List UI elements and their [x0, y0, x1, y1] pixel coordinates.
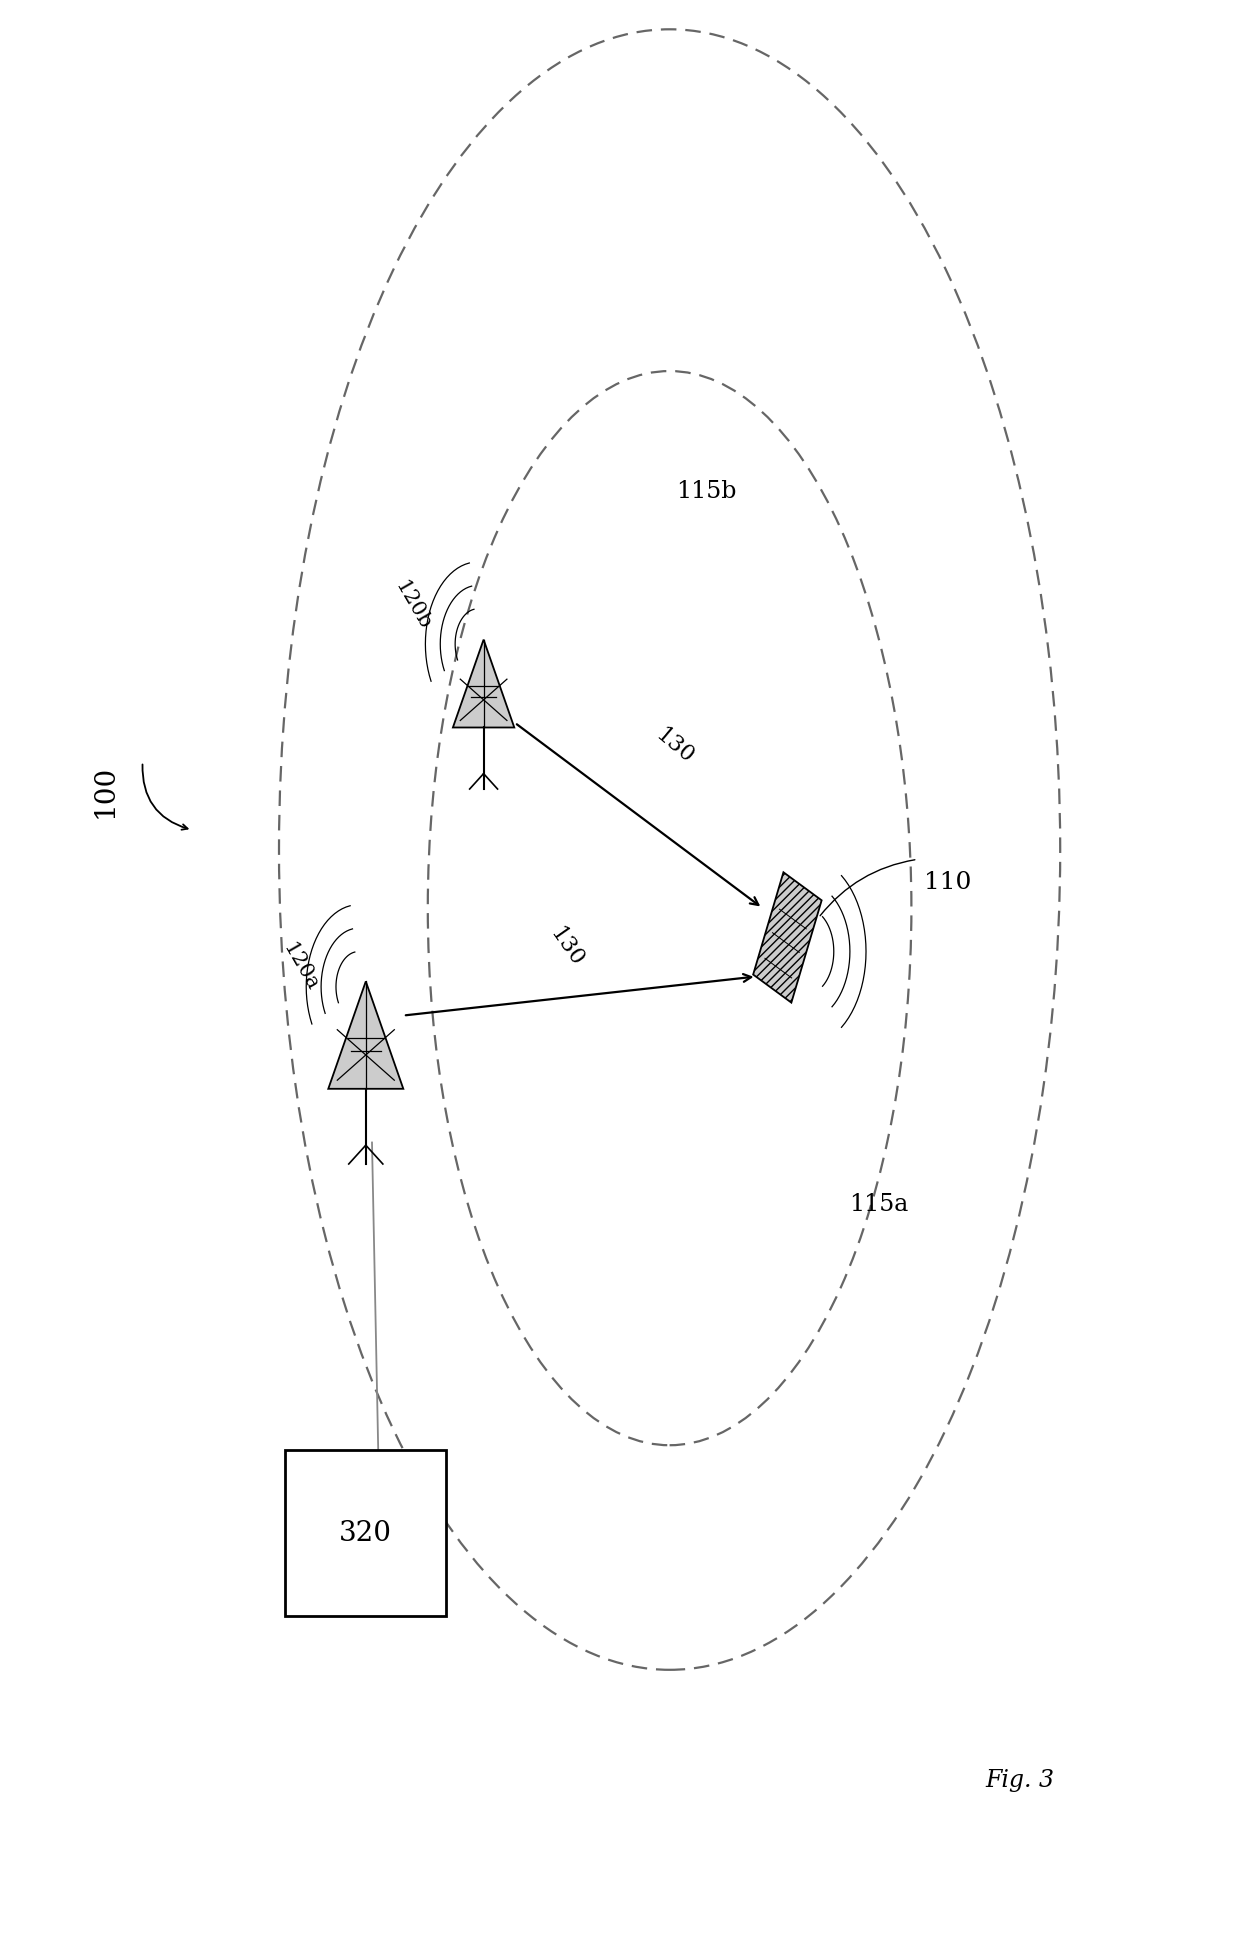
Text: 115b: 115b [676, 480, 737, 504]
Polygon shape [329, 980, 403, 1090]
Text: 110: 110 [924, 871, 971, 894]
Text: 130: 130 [651, 725, 698, 768]
Text: 120b: 120b [391, 578, 434, 633]
Text: Fig. 3: Fig. 3 [986, 1769, 1055, 1793]
Text: 130: 130 [546, 924, 588, 971]
Text: 115a: 115a [849, 1193, 909, 1217]
Text: 100: 100 [92, 764, 119, 818]
Text: 120a: 120a [279, 939, 321, 994]
Text: 320: 320 [340, 1519, 392, 1547]
Polygon shape [453, 641, 515, 727]
Bar [285, 1449, 446, 1617]
Polygon shape [753, 873, 822, 1002]
